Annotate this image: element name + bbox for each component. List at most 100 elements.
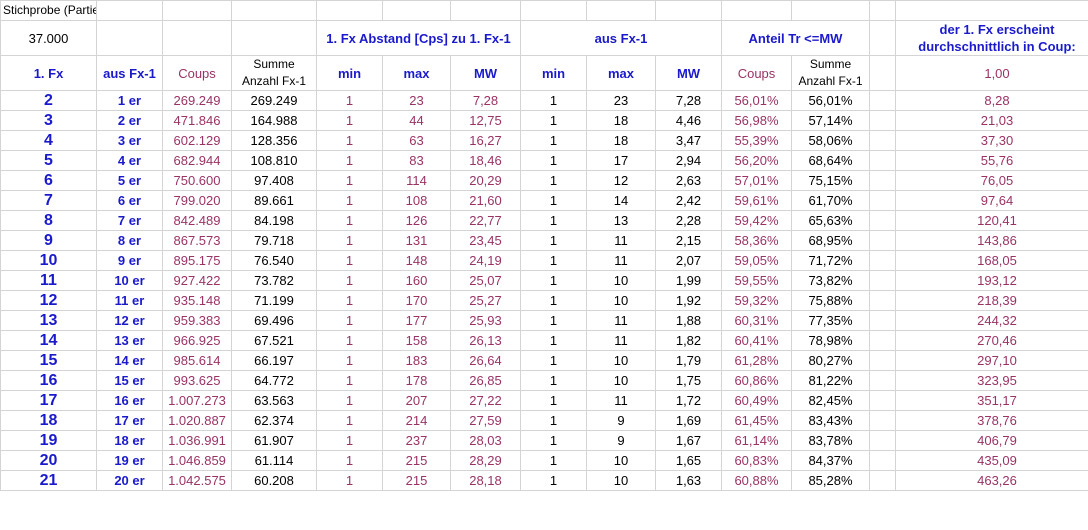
abstand-min-cell[interactable]: 1 xyxy=(316,290,383,311)
erscheint-cell[interactable]: 143,86 xyxy=(895,230,1088,251)
anteil-coups-cell[interactable]: 60,31% xyxy=(721,310,792,331)
anteil-coups-cell[interactable]: 56,20% xyxy=(721,150,792,171)
erscheint-cell[interactable]: 378,76 xyxy=(895,410,1088,431)
abstand-max-cell[interactable]: 108 xyxy=(382,190,451,211)
empty-cell[interactable] xyxy=(869,430,896,451)
coups-cell[interactable]: 927.422 xyxy=(162,270,232,291)
col-header-erscheint-value[interactable]: 1,00 xyxy=(895,55,1088,91)
aus-fx-cell[interactable]: 17 er xyxy=(96,410,163,431)
aus-fx-cell[interactable]: 18 er xyxy=(96,430,163,451)
col-header-min-2[interactable]: min xyxy=(520,55,587,91)
empty-cell[interactable] xyxy=(869,290,896,311)
aus-min-cell[interactable]: 1 xyxy=(520,110,587,131)
coups-cell[interactable]: 985.614 xyxy=(162,350,232,371)
erscheint-cell[interactable]: 37,30 xyxy=(895,130,1088,151)
erscheint-cell[interactable]: 406,79 xyxy=(895,430,1088,451)
coups-cell[interactable]: 867.573 xyxy=(162,230,232,251)
abstand-mw-cell[interactable]: 18,46 xyxy=(450,150,521,171)
coups-cell[interactable]: 1.046.859 xyxy=(162,450,232,471)
erscheint-cell[interactable]: 76,05 xyxy=(895,170,1088,191)
empty-cell[interactable] xyxy=(231,20,317,56)
empty-cell[interactable] xyxy=(450,0,521,21)
summe-cell[interactable]: 62.374 xyxy=(231,410,317,431)
summe-cell[interactable]: 128.356 xyxy=(231,130,317,151)
aus-fx-cell[interactable]: 20 er xyxy=(96,470,163,491)
aus-mw-cell[interactable]: 1,63 xyxy=(655,470,722,491)
abstand-max-cell[interactable]: 215 xyxy=(382,470,451,491)
summe-cell[interactable]: 79.718 xyxy=(231,230,317,251)
erscheint-cell[interactable]: 323,95 xyxy=(895,370,1088,391)
summe-cell[interactable]: 67.521 xyxy=(231,330,317,351)
anteil-coups-cell[interactable]: 55,39% xyxy=(721,130,792,151)
empty-cell[interactable] xyxy=(721,0,792,21)
aus-max-cell[interactable]: 9 xyxy=(586,410,656,431)
anteil-summe-cell[interactable]: 71,72% xyxy=(791,250,870,271)
empty-cell[interactable] xyxy=(869,55,896,91)
abstand-min-cell[interactable]: 1 xyxy=(316,110,383,131)
abstand-max-cell[interactable]: 207 xyxy=(382,390,451,411)
anteil-coups-cell[interactable]: 57,01% xyxy=(721,170,792,191)
aus-min-cell[interactable]: 1 xyxy=(520,430,587,451)
abstand-max-cell[interactable]: 114 xyxy=(382,170,451,191)
anteil-summe-cell[interactable]: 75,15% xyxy=(791,170,870,191)
coups-cell[interactable]: 750.600 xyxy=(162,170,232,191)
abstand-max-cell[interactable]: 63 xyxy=(382,130,451,151)
empty-cell[interactable] xyxy=(895,0,1088,21)
erscheint-cell[interactable]: 21,03 xyxy=(895,110,1088,131)
anteil-summe-cell[interactable]: 57,14% xyxy=(791,110,870,131)
anteil-summe-cell[interactable]: 85,28% xyxy=(791,470,870,491)
fx-cell[interactable]: 2 xyxy=(0,90,97,111)
aus-max-cell[interactable]: 11 xyxy=(586,250,656,271)
summe-cell[interactable]: 64.772 xyxy=(231,370,317,391)
group-header-abstand[interactable]: 1. Fx Abstand [Cps] zu 1. Fx-1 xyxy=(316,20,521,56)
anteil-summe-cell[interactable]: 65,63% xyxy=(791,210,870,231)
erscheint-cell[interactable]: 463,26 xyxy=(895,470,1088,491)
abstand-mw-cell[interactable]: 25,93 xyxy=(450,310,521,331)
fx-cell[interactable]: 14 xyxy=(0,330,97,351)
aus-min-cell[interactable]: 1 xyxy=(520,330,587,351)
erscheint-cell[interactable]: 435,09 xyxy=(895,450,1088,471)
empty-cell[interactable] xyxy=(869,150,896,171)
fx-cell[interactable]: 4 xyxy=(0,130,97,151)
abstand-mw-cell[interactable]: 20,29 xyxy=(450,170,521,191)
anteil-coups-cell[interactable]: 60,86% xyxy=(721,370,792,391)
aus-mw-cell[interactable]: 3,47 xyxy=(655,130,722,151)
aus-min-cell[interactable]: 1 xyxy=(520,470,587,491)
coups-cell[interactable]: 1.020.887 xyxy=(162,410,232,431)
summe-cell[interactable]: 84.198 xyxy=(231,210,317,231)
abstand-mw-cell[interactable]: 21,60 xyxy=(450,190,521,211)
summe-cell[interactable]: 63.563 xyxy=(231,390,317,411)
empty-cell[interactable] xyxy=(869,390,896,411)
abstand-min-cell[interactable]: 1 xyxy=(316,270,383,291)
erscheint-cell[interactable]: 244,32 xyxy=(895,310,1088,331)
abstand-mw-cell[interactable]: 28,18 xyxy=(450,470,521,491)
coups-cell[interactable]: 799.020 xyxy=(162,190,232,211)
abstand-min-cell[interactable]: 1 xyxy=(316,330,383,351)
fx-cell[interactable]: 15 xyxy=(0,350,97,371)
fx-cell[interactable]: 21 xyxy=(0,470,97,491)
abstand-min-cell[interactable]: 1 xyxy=(316,190,383,211)
aus-max-cell[interactable]: 17 xyxy=(586,150,656,171)
empty-cell[interactable] xyxy=(869,450,896,471)
anteil-summe-cell[interactable]: 83,43% xyxy=(791,410,870,431)
abstand-max-cell[interactable]: 23 xyxy=(382,90,451,111)
summe-cell[interactable]: 71.199 xyxy=(231,290,317,311)
abstand-max-cell[interactable]: 126 xyxy=(382,210,451,231)
aus-max-cell[interactable]: 11 xyxy=(586,230,656,251)
aus-max-cell[interactable]: 11 xyxy=(586,390,656,411)
abstand-min-cell[interactable]: 1 xyxy=(316,170,383,191)
empty-cell[interactable] xyxy=(869,230,896,251)
aus-fx-cell[interactable]: 6 er xyxy=(96,190,163,211)
aus-mw-cell[interactable]: 1,99 xyxy=(655,270,722,291)
aus-max-cell[interactable]: 14 xyxy=(586,190,656,211)
abstand-max-cell[interactable]: 44 xyxy=(382,110,451,131)
aus-max-cell[interactable]: 23 xyxy=(586,90,656,111)
abstand-min-cell[interactable]: 1 xyxy=(316,90,383,111)
fx-cell[interactable]: 19 xyxy=(0,430,97,451)
erscheint-cell[interactable]: 297,10 xyxy=(895,350,1088,371)
aus-min-cell[interactable]: 1 xyxy=(520,450,587,471)
aus-min-cell[interactable]: 1 xyxy=(520,410,587,431)
aus-min-cell[interactable]: 1 xyxy=(520,250,587,271)
aus-fx-cell[interactable]: 15 er xyxy=(96,370,163,391)
erscheint-cell[interactable]: 351,17 xyxy=(895,390,1088,411)
